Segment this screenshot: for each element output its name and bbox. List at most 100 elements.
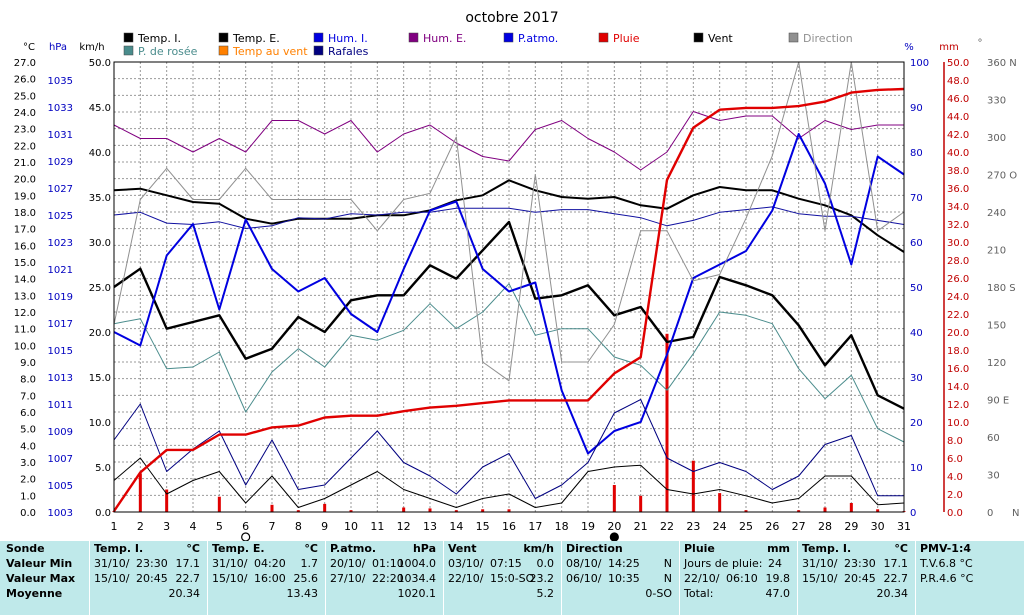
day-tick-label: 15 <box>476 520 490 533</box>
day-tick-label: 25 <box>739 520 753 533</box>
day-tick-label: 19 <box>581 520 595 533</box>
day-tick-label: 27 <box>792 520 806 533</box>
temp-tick-label: 11.0 <box>14 325 36 336</box>
max-time: 15:0-SO <box>490 572 535 585</box>
humidity-tick-label: 0 <box>910 508 916 519</box>
section-title: Temp. I. <box>94 542 144 555</box>
min-value: N <box>663 557 672 570</box>
temp-tick-label: 14.0 <box>14 275 36 286</box>
chart-title: octobre 2017 <box>465 10 558 26</box>
pressure-tick-label: 1013 <box>48 373 73 384</box>
wind-tick-label: 5.0 <box>95 463 111 474</box>
day-tick-label: 17 <box>528 520 542 533</box>
legend-swatch <box>408 32 419 43</box>
wind-tick-label: 40.0 <box>89 148 111 159</box>
summary-section: Pluie mm Jours de pluie: 24 22/10/06:10 19.8 T… <box>682 541 794 615</box>
legend-swatch <box>788 32 799 43</box>
pressure-tick-label: 1009 <box>48 427 73 438</box>
humidity-tick-label: 50 <box>910 283 923 294</box>
legend-swatch <box>598 32 609 43</box>
series-lines <box>113 61 905 512</box>
rain-tick-label: 6.0 <box>947 454 963 465</box>
legend-label: Hum. E. <box>423 32 466 45</box>
rain-bar <box>797 510 801 512</box>
section-header: Direction <box>564 541 676 556</box>
rain-bar <box>138 473 142 512</box>
pressure-tick-label: 1007 <box>48 454 73 465</box>
min-value: 17.1 <box>883 557 909 570</box>
day-tick-label: 24 <box>713 520 727 533</box>
direction-tick-label: 30 <box>987 471 1000 482</box>
rain-bar <box>217 496 221 512</box>
wind-tick-label: 35.0 <box>89 193 111 204</box>
min-date: 03/10/ <box>448 557 484 570</box>
min-date: Jours de pluie: <box>684 557 763 570</box>
moon-phases <box>241 532 619 541</box>
section-avg-row: 20.34 <box>800 586 912 601</box>
humidity-tick-label: 10 <box>910 463 923 474</box>
section-header: Temp. I. °C <box>800 541 912 556</box>
min-value: 1004.0 <box>397 557 437 570</box>
pressure-tick-label: 1035 <box>48 76 73 87</box>
temp-tick-label: 3.0 <box>20 458 36 469</box>
pressure-tick-label: 1003 <box>48 508 73 519</box>
max-time: 10:35 <box>608 572 640 585</box>
pressure-tick-label: 1011 <box>48 400 73 411</box>
temp-tick-label: 27.0 <box>14 58 36 69</box>
temp-tick-label: 17.0 <box>14 225 36 236</box>
rain-bar <box>507 509 511 512</box>
day-tick-label: 29 <box>844 520 858 533</box>
legend-label: Temp. E. <box>232 32 280 45</box>
direction-tick-label: 330 <box>987 96 1006 107</box>
humidity-tick-label: 90 <box>910 103 923 114</box>
section-divider <box>561 541 562 615</box>
rain-bar <box>270 504 274 512</box>
legend-label: P. de rosée <box>138 45 198 58</box>
rain-bar <box>744 510 748 512</box>
day-tick-label: 23 <box>686 520 700 533</box>
direction-unit-label: ° <box>978 38 983 49</box>
legend-swatch <box>218 32 229 43</box>
section-min-row: 08/10/14:25 N <box>564 556 676 571</box>
min-date: 31/10/ <box>94 557 130 570</box>
summary-section: Temp. I. °C 31/10/23:30 17.1 15/10/20:45 22.7… <box>800 541 912 615</box>
wind-tick-label: 45.0 <box>89 103 111 114</box>
section-divider <box>679 541 680 615</box>
day-tick-label: 30 <box>871 520 885 533</box>
rain-tick-label: 42.0 <box>947 130 969 141</box>
rain-bar <box>454 510 458 512</box>
section-min-row: 20/10/01:10 1004.0 <box>328 556 440 571</box>
avg-value: 13.43 <box>286 587 319 600</box>
day-tick-label: 3 <box>163 520 170 533</box>
temp-tick-label: 19.0 <box>14 191 36 202</box>
series-line <box>113 206 905 229</box>
summary-section: Temp. E. °C 31/10/04:20 1.7 15/10/16:00 25.6 1… <box>210 541 322 615</box>
section-max-row: 22/10/06:10 19.8 <box>682 571 794 586</box>
day-tick-label: 2 <box>137 520 144 533</box>
rain-tick-label: 2.0 <box>947 490 963 501</box>
summary-section: Temp. I. °C 31/10/23:30 17.1 15/10/20:45 22.7… <box>92 541 204 615</box>
section-title: Direction <box>566 542 623 555</box>
max-date: 15/10/ <box>802 572 838 585</box>
section-header: Temp. I. °C <box>92 541 204 556</box>
temp-tick-label: 23.0 <box>14 125 36 136</box>
rain-bar <box>665 333 669 512</box>
direction-tick-label: 180 S <box>987 283 1016 294</box>
direction-tick-label: 0 <box>987 508 993 519</box>
pressure-tick-label: 1025 <box>48 211 73 222</box>
legend-label: Temp. I. <box>137 32 181 45</box>
section-min-row: Jours de pluie: 24 <box>682 556 794 571</box>
rain-bar <box>691 460 695 512</box>
section-header: P.atmo. hPa <box>328 541 440 556</box>
pressure-tick-label: 1031 <box>48 130 73 141</box>
pressure-tick-label: 1027 <box>48 184 73 195</box>
section-max-row: 15/10/20:45 22.7 <box>800 571 912 586</box>
rain-tick-label: 18.0 <box>947 346 969 357</box>
min-time: 23:30 <box>844 557 876 570</box>
direction-tick-label: 210 <box>987 246 1006 257</box>
legend-swatch <box>693 32 704 43</box>
rain-tick-label: 22.0 <box>947 310 969 321</box>
rain-tick-label: 32.0 <box>947 220 969 231</box>
min-date: 31/10/ <box>802 557 838 570</box>
direction-tick-label: 150 <box>987 321 1006 332</box>
